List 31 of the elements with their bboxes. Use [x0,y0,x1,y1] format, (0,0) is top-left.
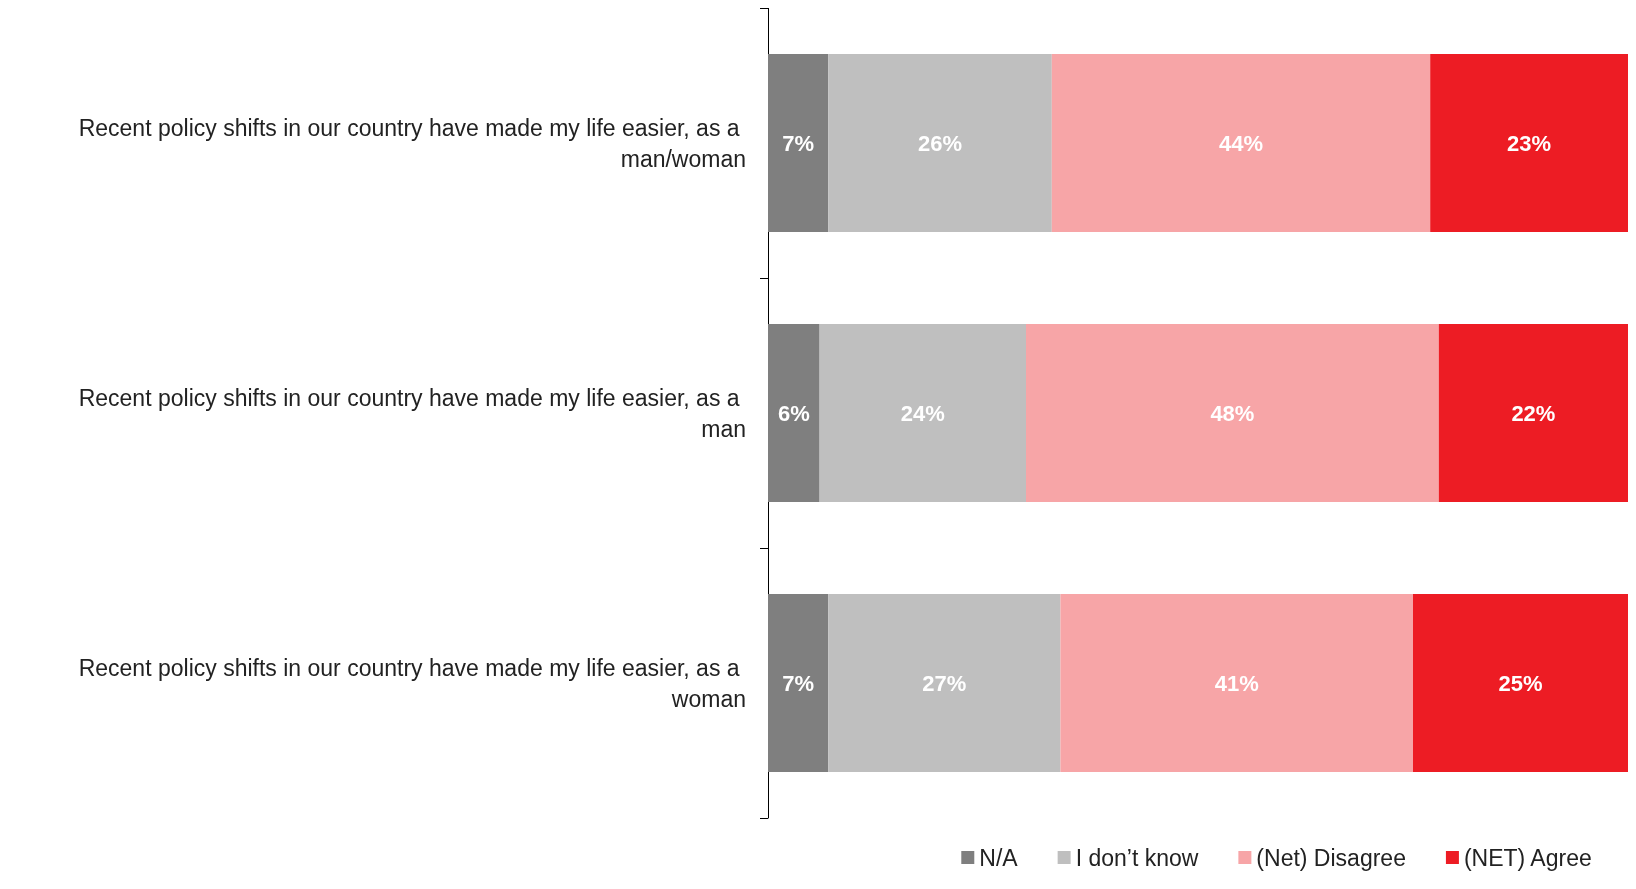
data-label: 6% [777,400,810,426]
data-label: 25% [1498,670,1543,696]
bar [768,323,820,503]
y-tick-label: Recent policy shifts in our country have made my life easier, as a man/woman [78,114,746,172]
data-label: 27% [922,670,967,696]
legend-label: (Net) Disagree [1256,844,1406,871]
y-tick-label: Recent policy shifts in our country have made my life easier, as a man [78,384,746,442]
bar [828,53,1052,233]
bar [1438,323,1628,503]
data-label: 26% [917,130,963,156]
data-label: 41% [1214,670,1259,696]
bar [1060,593,1413,773]
data-label: 48% [1210,400,1255,426]
bar [1430,53,1628,233]
data-label: 22% [1511,400,1556,426]
data-label: 44% [1218,130,1264,156]
data-label: 7% [782,130,814,156]
data-label: 24% [900,400,945,426]
bar [1051,53,1431,233]
bar [1026,323,1439,503]
legend-label: I don’t know [1075,844,1199,871]
bar [819,323,1026,503]
bar [768,593,829,773]
bar [1413,593,1628,773]
legend-label: N/A [979,844,1019,871]
bar [828,593,1061,773]
y-tick-label: Recent policy shifts in our country have made my life easier, as a woman [78,654,746,712]
legend-label: (NET) Agree [1463,844,1592,871]
bar [768,53,829,233]
data-label: 23% [1507,130,1552,156]
data-label: 7% [782,670,814,696]
